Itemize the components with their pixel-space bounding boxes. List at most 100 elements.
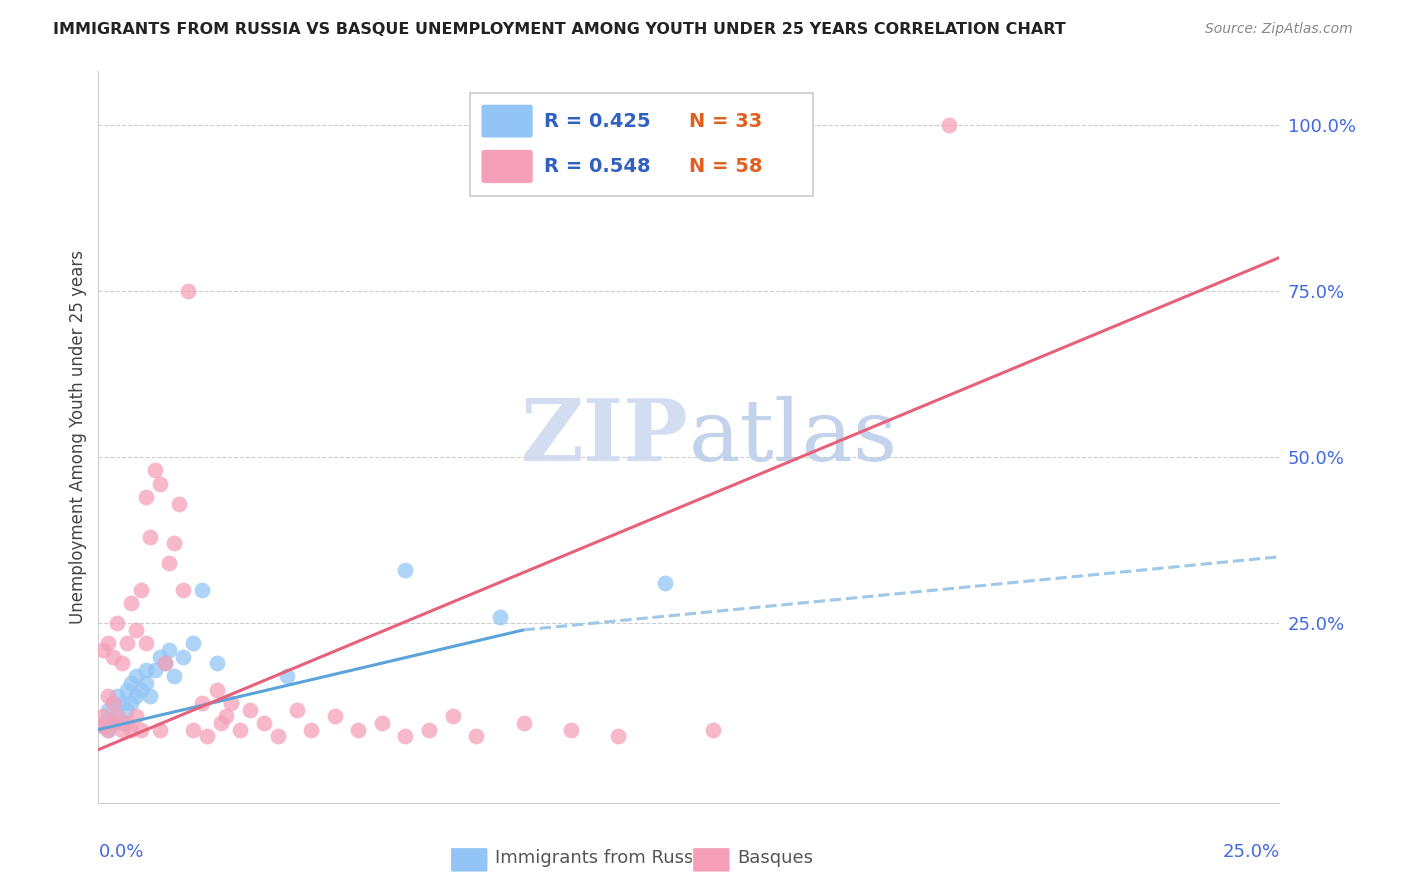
Point — [115, 636, 138, 650]
Point — [129, 582, 152, 597]
Point — [143, 663, 166, 677]
Point — [371, 716, 394, 731]
Text: R = 0.425: R = 0.425 — [544, 112, 651, 130]
Point — [285, 703, 308, 717]
Point — [115, 716, 138, 731]
Point — [418, 723, 440, 737]
FancyBboxPatch shape — [471, 94, 813, 195]
Point — [91, 709, 114, 723]
Point — [91, 719, 114, 733]
Point — [163, 536, 186, 550]
Point — [149, 649, 172, 664]
Point — [239, 703, 262, 717]
Point — [125, 623, 148, 637]
Text: Basques: Basques — [737, 848, 813, 867]
Point — [394, 729, 416, 743]
Point — [215, 709, 238, 723]
Point — [163, 669, 186, 683]
Point — [105, 709, 128, 723]
Text: atlas: atlas — [689, 395, 898, 479]
Point — [149, 476, 172, 491]
Point — [157, 557, 180, 571]
Point — [125, 690, 148, 704]
Point — [560, 723, 582, 737]
Point — [97, 690, 120, 704]
Point — [157, 643, 180, 657]
Text: IMMIGRANTS FROM RUSSIA VS BASQUE UNEMPLOYMENT AMONG YOUTH UNDER 25 YEARS CORRELA: IMMIGRANTS FROM RUSSIA VS BASQUE UNEMPLO… — [53, 22, 1066, 37]
Point — [129, 723, 152, 737]
Point — [125, 709, 148, 723]
Point — [607, 729, 630, 743]
Text: R = 0.548: R = 0.548 — [544, 157, 651, 176]
Point — [191, 582, 214, 597]
Point — [135, 490, 157, 504]
Point — [195, 729, 218, 743]
Text: 25.0%: 25.0% — [1222, 843, 1279, 861]
Point — [323, 709, 346, 723]
Point — [101, 696, 124, 710]
Point — [111, 723, 134, 737]
Point — [181, 723, 204, 737]
Point — [115, 682, 138, 697]
Point — [654, 576, 676, 591]
FancyBboxPatch shape — [481, 150, 533, 183]
Point — [153, 656, 176, 670]
Point — [121, 696, 143, 710]
FancyBboxPatch shape — [693, 847, 730, 872]
Point — [205, 656, 228, 670]
Point — [91, 716, 114, 731]
FancyBboxPatch shape — [481, 104, 533, 138]
Point — [153, 656, 176, 670]
Point — [253, 716, 276, 731]
Point — [97, 723, 120, 737]
Point — [181, 636, 204, 650]
Point — [115, 703, 138, 717]
Y-axis label: Unemployment Among Youth under 25 years: Unemployment Among Youth under 25 years — [69, 250, 87, 624]
FancyBboxPatch shape — [450, 847, 488, 872]
Point — [105, 616, 128, 631]
Point — [91, 719, 114, 733]
Point — [139, 530, 162, 544]
Point — [139, 690, 162, 704]
Point — [347, 723, 370, 737]
Point — [205, 682, 228, 697]
Point — [219, 696, 242, 710]
Text: N = 58: N = 58 — [689, 157, 762, 176]
Point — [111, 716, 134, 731]
Point — [465, 729, 488, 743]
Point — [167, 497, 190, 511]
Text: Immigrants from Russia: Immigrants from Russia — [495, 848, 710, 867]
Point — [125, 669, 148, 683]
Point — [299, 723, 322, 737]
Point — [97, 703, 120, 717]
Point — [101, 716, 124, 731]
Point — [489, 609, 512, 624]
Point — [121, 723, 143, 737]
Point — [105, 690, 128, 704]
Point — [121, 596, 143, 610]
Text: ZIP: ZIP — [522, 395, 689, 479]
Point — [267, 729, 290, 743]
Point — [101, 696, 124, 710]
Point — [135, 636, 157, 650]
Point — [177, 284, 200, 298]
Text: 0.0%: 0.0% — [98, 843, 143, 861]
Point — [105, 709, 128, 723]
Point — [149, 723, 172, 737]
Text: Source: ZipAtlas.com: Source: ZipAtlas.com — [1205, 22, 1353, 37]
Point — [209, 716, 232, 731]
Point — [276, 669, 298, 683]
Point — [938, 118, 960, 132]
Point — [111, 656, 134, 670]
Point — [97, 636, 120, 650]
Point — [441, 709, 464, 723]
Point — [91, 643, 114, 657]
Point — [135, 663, 157, 677]
Point — [702, 723, 724, 737]
Point — [97, 723, 120, 737]
Point — [101, 649, 124, 664]
Point — [121, 676, 143, 690]
Point — [191, 696, 214, 710]
Point — [129, 682, 152, 697]
Point — [229, 723, 252, 737]
